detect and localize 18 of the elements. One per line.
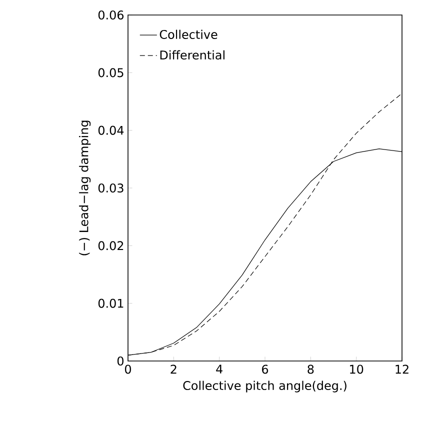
y-tick-label: 0.04 <box>98 126 124 135</box>
legend-label: Collective <box>160 30 218 40</box>
x-tick-label: 2 <box>170 364 176 374</box>
x-tick-label: 0 <box>124 364 132 374</box>
x-tick-label: 4 <box>216 364 222 374</box>
x-axis-title: Collective pitch angle(deg.) <box>183 380 346 392</box>
legend-label: Differential <box>160 50 224 60</box>
y-tick-label: 0.03 <box>98 183 124 193</box>
y-axis-title: (−) Lead−lag damping <box>79 120 91 256</box>
y-tick-label: 0.05 <box>98 68 124 78</box>
y-tick-label: 0 <box>117 356 124 366</box>
x-tick-label: 6 <box>262 364 268 374</box>
x-tick-label: 8 <box>308 364 314 374</box>
y-tick-label: 0.01 <box>98 298 124 308</box>
x-tick-label: 12 <box>396 364 408 374</box>
x-tick-label: 10 <box>350 364 364 374</box>
y-tick-label: 0.06 <box>98 10 124 20</box>
y-tick-label: 0.02 <box>98 241 124 250</box>
